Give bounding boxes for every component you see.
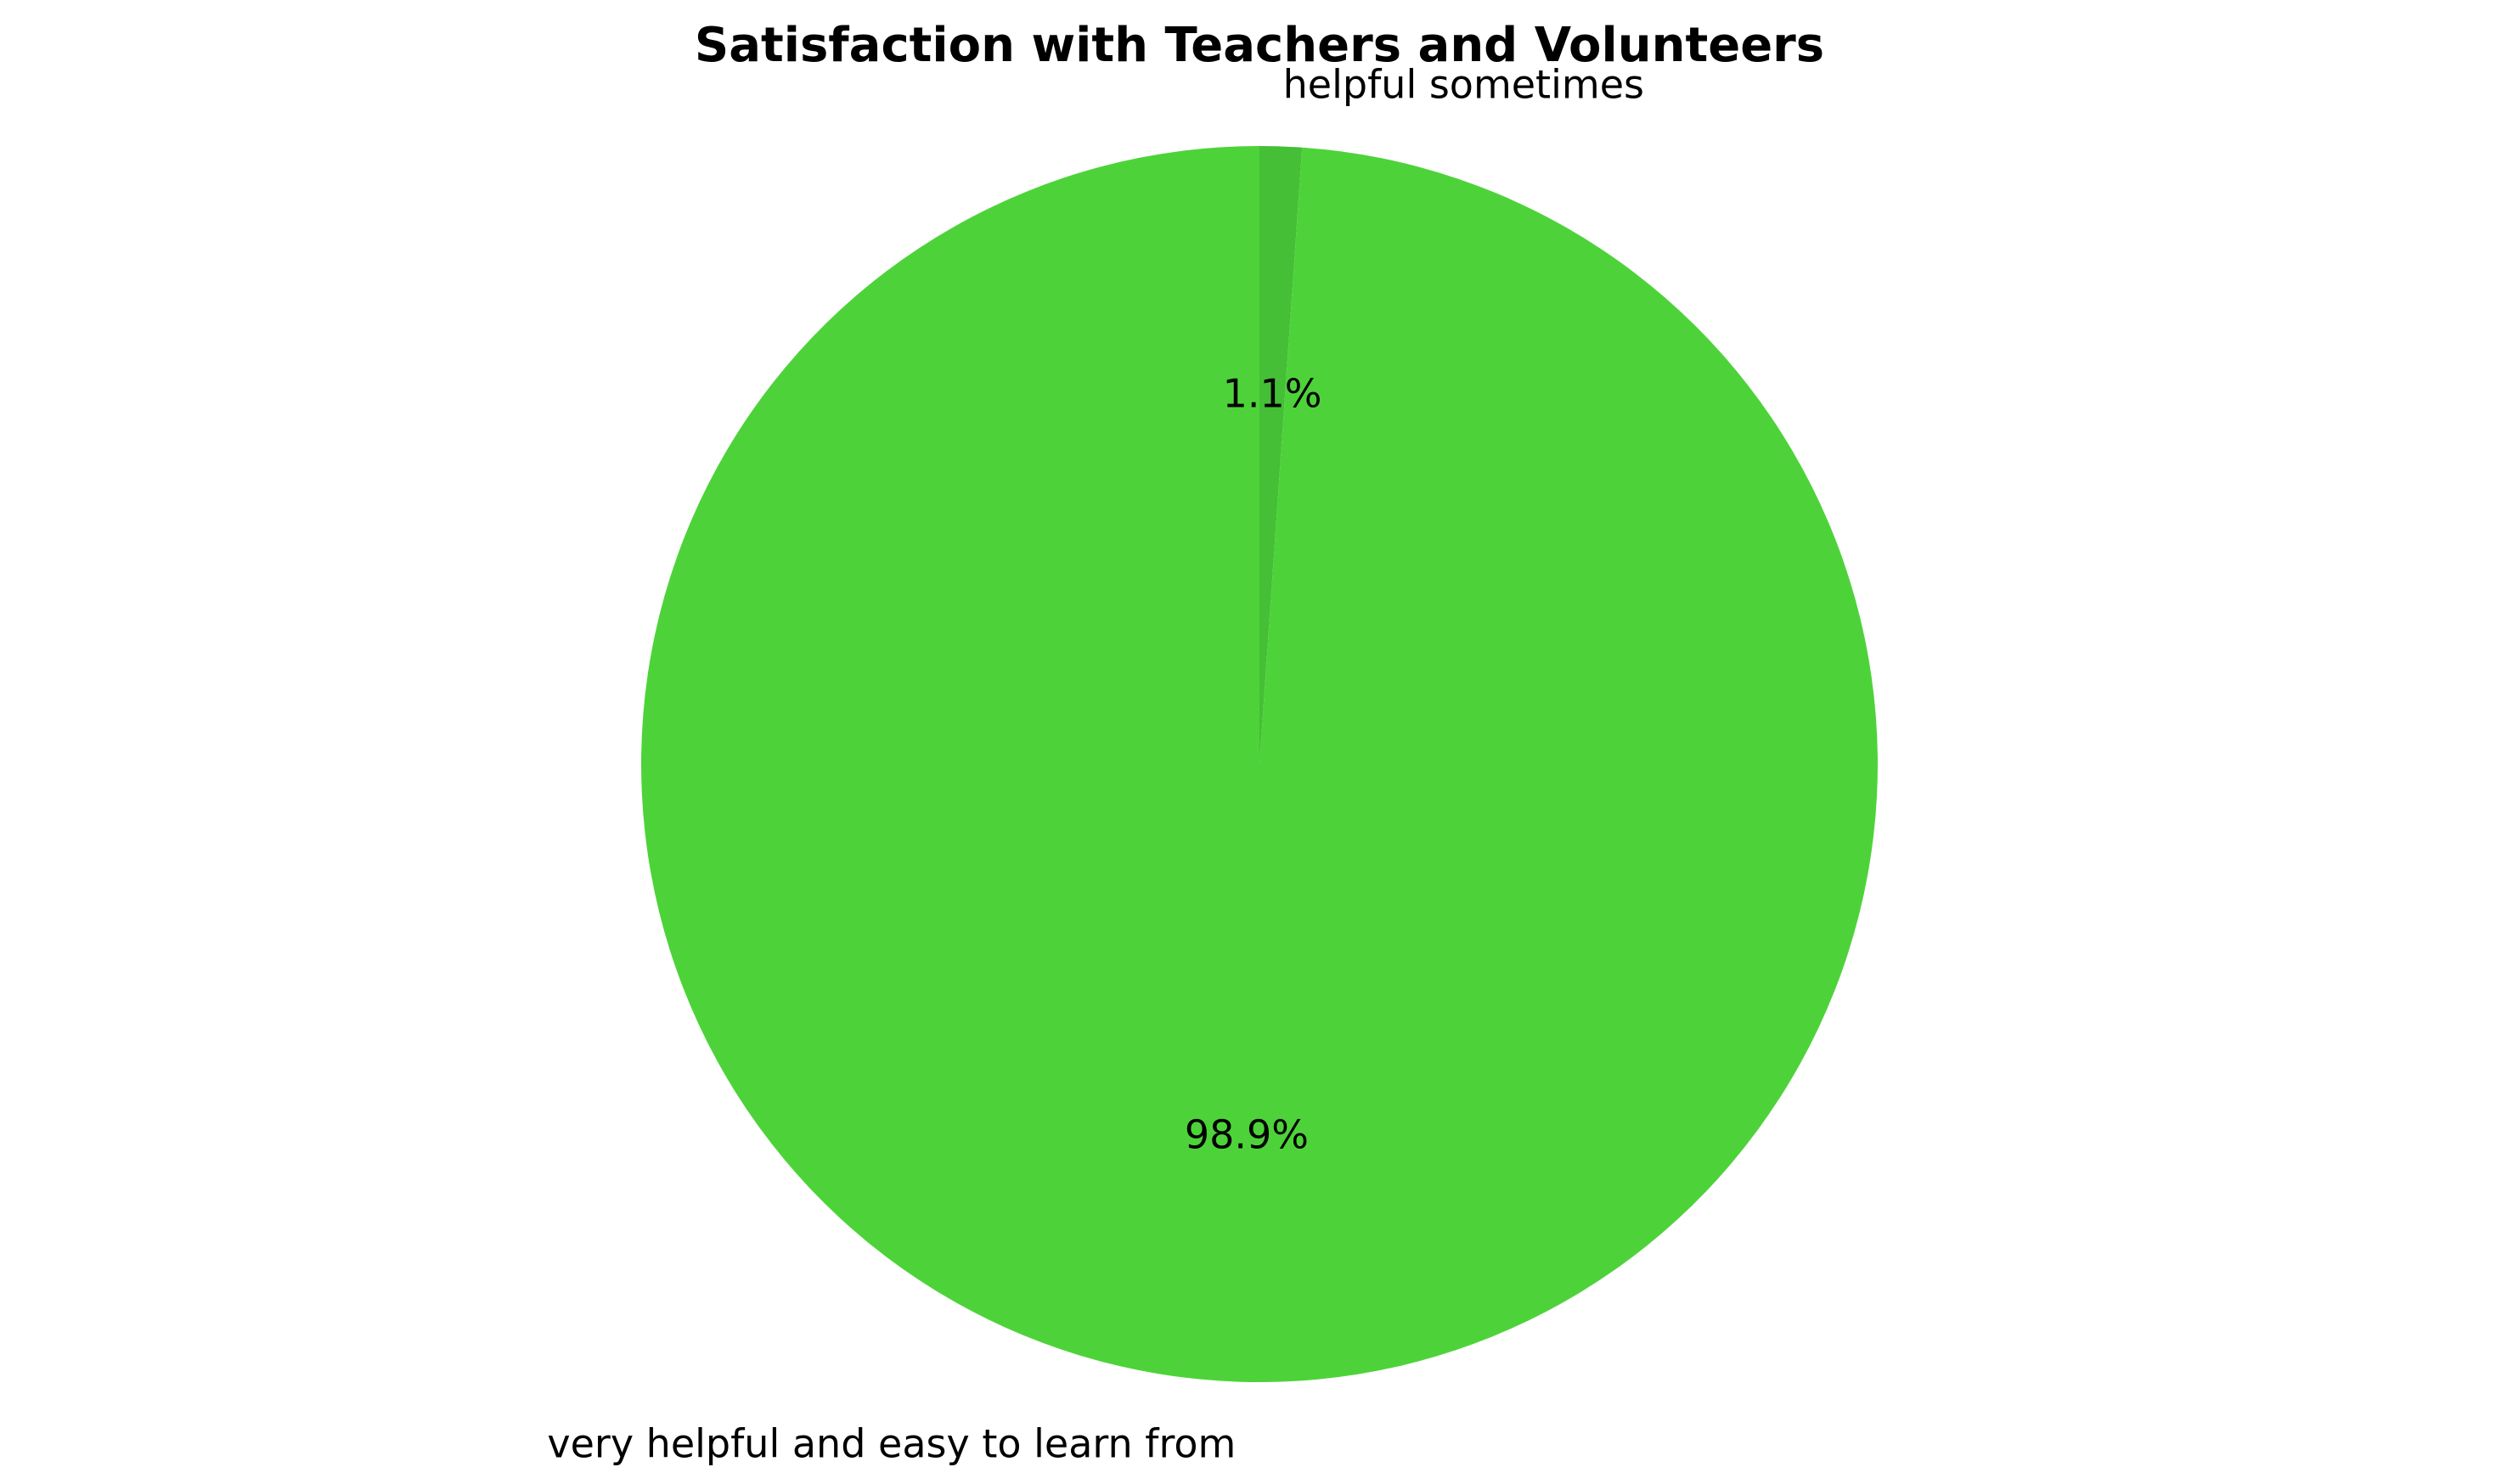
slice-percent-label: 1.1%: [1223, 370, 1322, 416]
pie-slice-1: [1259, 146, 1303, 764]
slice-category-label: very helpful and easy to learn from: [547, 1420, 1236, 1466]
slice-category-label: helpful sometimes: [1283, 62, 1644, 108]
pie-slice-2: [641, 146, 1879, 1382]
slice-percent-label: 98.9%: [1185, 1112, 1309, 1158]
pie-slices: [641, 146, 1879, 1382]
pie-labels: 1.1% helpful sometimes 98.9% very helpful a…: [547, 62, 1644, 1467]
chart-title: Satisfaction with Teachers and Volunteer…: [695, 18, 1824, 73]
